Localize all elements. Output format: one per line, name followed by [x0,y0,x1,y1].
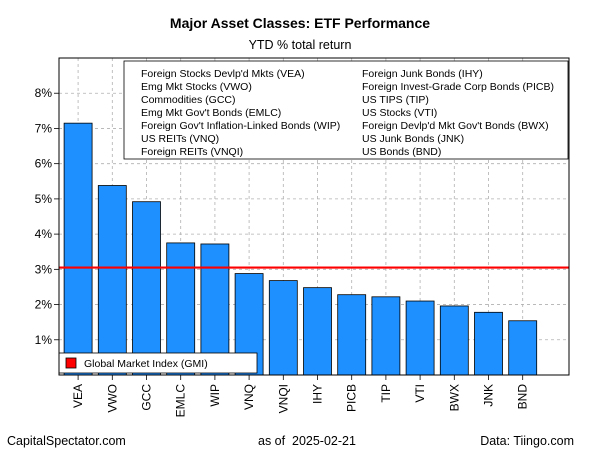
x-tick-label: VNQ [242,384,256,410]
bar-bwx [439,305,469,376]
bar-ihy [303,287,332,376]
legend-entry: US Bonds (BND) [362,146,441,158]
y-tick-label: 6% [35,157,53,171]
x-tick-label: VNQI [276,384,290,413]
x-axis-ticks: VEA VWO GCC EMLC WIP VNQ VNQI IHY PICB TIP VTI BWX J… [71,375,530,417]
legend-entry: Foreign Invest-Grade Corp Bonds (PICB) [362,81,554,93]
gmi-legend: Global Market Index (GMI) [58,352,258,374]
bar-jnk [474,311,503,376]
footer-source-site: CapitalSpectator.com [7,434,126,448]
x-tick-label: JNK [482,384,496,407]
y-axis-ticks: 1% 2% 3% 4% 5% 6% 7% 8% [35,86,59,347]
chart-title: Major Asset Classes: ETF Performance [170,15,430,31]
bar-picb [337,294,367,376]
legend-entry: Foreign REITs (VNQI) [141,146,243,158]
legend-entry: US TIPS (TIP) [362,94,429,106]
legend-entry: Emg Mkt Stocks (VWO) [141,81,252,93]
y-tick-label: 5% [35,192,53,206]
legend-entry: US REITs (VNQ) [141,133,219,145]
y-tick-label: 8% [35,86,53,100]
y-tick-label: 1% [35,333,53,347]
legend-entry: Commodities (GCC) [141,94,236,106]
x-tick-label: GCC [140,384,154,411]
legend-entry: Foreign Gov't Inflation-Linked Bonds (WI… [141,120,340,132]
legend-column-1: Foreign Stocks Devlp'd Mkts (VEA)Emg Mkt… [141,68,340,158]
x-tick-label: EMLC [174,384,188,418]
legend-entry: Emg Mkt Gov't Bonds (EMLC) [141,107,281,119]
y-tick-label: 7% [35,121,53,135]
y-tick-label: 4% [35,227,53,241]
x-tick-label: PICB [345,384,359,412]
x-tick-label: VWO [105,384,119,413]
legend-entry: Foreign Stocks Devlp'd Mkts (VEA) [141,68,305,80]
x-tick-label: BND [516,384,530,410]
plot-border [58,57,570,376]
bar-vea [63,122,93,376]
bar-tip [371,296,401,376]
bar-bnd [508,320,538,376]
bar-vnqi [268,280,298,376]
gmi-legend-label: Global Market Index (GMI) [84,358,208,370]
footer-data-source: Data: Tiingo.com [480,434,574,448]
bar-vti [405,300,435,376]
x-tick-label: WIP [208,384,222,407]
bars-layer [63,122,538,376]
legend-entry: US Junk Bonds (JNK) [362,133,464,145]
legend-entry: US Stocks (VTI) [362,107,437,119]
y-tick-label: 3% [35,262,53,276]
x-tick-label: TIP [379,384,393,403]
x-tick-label: VTI [413,384,427,403]
footer-as-of-label: as of [258,434,286,448]
series-legend-box [123,60,569,160]
bar-vwo [97,185,127,376]
x-tick-label: BWX [447,384,461,411]
bar-gcc [132,201,161,376]
series-legend: Foreign Stocks Devlp'd Mkts (VEA)Emg Mkt… [123,60,569,160]
footer-as-of-date: 2025-02-21 [292,434,356,448]
legend-entry: Foreign Junk Bonds (IHY) [362,68,483,80]
x-tick-label: IHY [311,384,325,404]
legend-column-2: Foreign Junk Bonds (IHY)Foreign Invest-G… [362,68,554,158]
x-tick-label: VEA [71,384,85,408]
gmi-legend-swatch [65,357,77,369]
chart-subtitle: YTD % total return [249,38,352,52]
y-tick-label: 2% [35,298,53,312]
legend-entry: Foreign Devlp'd Mkt Gov't Bonds (BWX) [362,120,549,132]
